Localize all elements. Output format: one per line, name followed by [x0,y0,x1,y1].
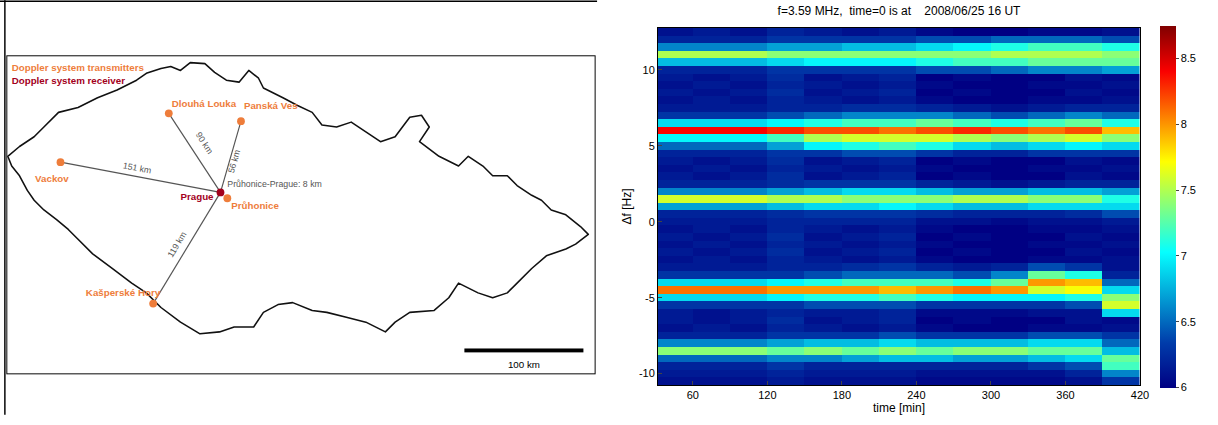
svg-text:90 km: 90 km [194,130,215,155]
svg-text:f=3.59 MHz, time=0 is at 2: f=3.59 MHz, time=0 is at 2008/06/25 16 U… [778,4,1021,18]
svg-text:Δf [Hz]: Δf [Hz] [620,188,634,224]
svg-text:119 km: 119 km [165,230,188,259]
svg-text:300: 300 [982,389,1000,401]
svg-text:Průhonice-Prague: 8 km: Průhonice-Prague: 8 km [227,180,322,190]
svg-text:Prague: Prague [180,191,214,202]
svg-text:8: 8 [1181,118,1187,130]
svg-text:Doppler system transmitters: Doppler system transmitters [12,62,145,73]
svg-text:120: 120 [758,389,776,401]
svg-text:-5: -5 [645,292,655,304]
svg-text:56 km: 56 km [226,148,242,174]
svg-text:6: 6 [1181,381,1187,393]
svg-text:60: 60 [687,389,699,401]
svg-text:Vackov: Vackov [35,173,69,184]
svg-text:time [min]: time [min] [873,401,925,415]
svg-text:Panská Ves: Panská Ves [244,100,298,111]
svg-text:0: 0 [649,216,655,228]
svg-text:10: 10 [643,64,655,76]
svg-text:7.5: 7.5 [1181,184,1196,196]
svg-text:Doppler system receiver: Doppler system receiver [12,75,125,86]
svg-text:151 km: 151 km [122,160,152,175]
svg-text:7: 7 [1181,250,1187,262]
svg-text:8.5: 8.5 [1181,52,1196,64]
svg-text:-10: -10 [639,367,655,379]
svg-text:6.5: 6.5 [1181,316,1196,328]
svg-text:180: 180 [833,389,851,401]
svg-text:420: 420 [1131,389,1149,401]
svg-text:Dlouhá Louka: Dlouhá Louka [172,98,237,109]
svg-text:240: 240 [907,389,925,401]
svg-text:Kašperské Hory: Kašperské Hory [86,287,161,298]
svg-text:5: 5 [649,140,655,152]
svg-text:360: 360 [1056,389,1074,401]
svg-text:Průhonice: Průhonice [231,200,279,211]
svg-text:100 km: 100 km [508,359,540,370]
